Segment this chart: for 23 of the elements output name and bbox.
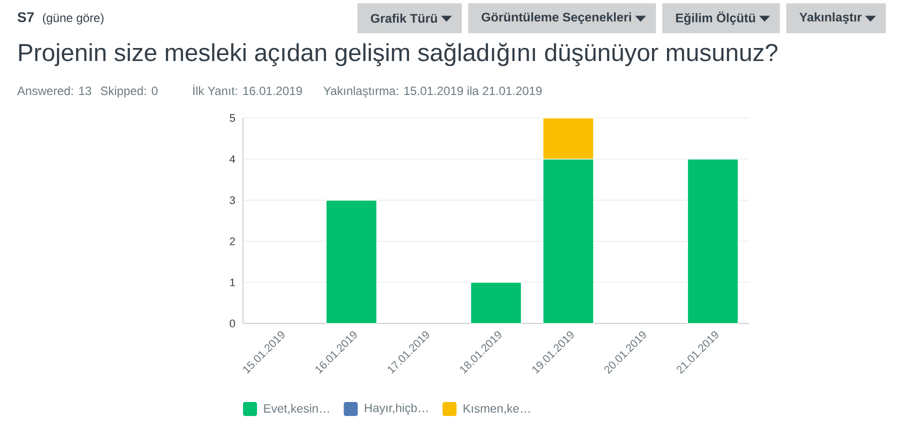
y-tick-label: 4: [230, 155, 236, 163]
y-tick-label: 3: [230, 196, 235, 204]
text: S7: [18, 12, 34, 22]
text: Eğilim Ölçütü: [676, 12, 756, 25]
bar: [470, 282, 522, 324]
y-tick-label: 5: [230, 114, 235, 122]
legend-label: Kısmen,ke…: [464, 404, 530, 414]
y-tick-label: 2: [230, 237, 235, 246]
text: İlk Yanıt: 16.01.2019: [193, 84, 302, 96]
text: Görüntüleme Seçenekleri: [482, 12, 632, 24]
text: Grafik Türü: [370, 14, 437, 23]
text: Yakınlaştır: [799, 12, 862, 24]
legend-label: Hayır,hiçb…: [364, 403, 428, 415]
y-tick-label: 0: [230, 320, 236, 328]
bar: [326, 200, 378, 324]
y-tick-label: 1: [230, 278, 235, 286]
bar: [687, 158, 739, 324]
text: (güne göre): [42, 13, 104, 24]
text: Yakınlaştırma: 15.01.2019 ila 21.01.2019: [323, 86, 542, 98]
text: Answered: 13: [17, 86, 92, 96]
text: Skipped: 0: [100, 86, 158, 98]
legend-label: Evet,kesin…: [264, 404, 329, 414]
chart-title: Projenin size mesleki açıdan gelişim sağladığını düşünüyor musunuz?: [19, 42, 778, 66]
